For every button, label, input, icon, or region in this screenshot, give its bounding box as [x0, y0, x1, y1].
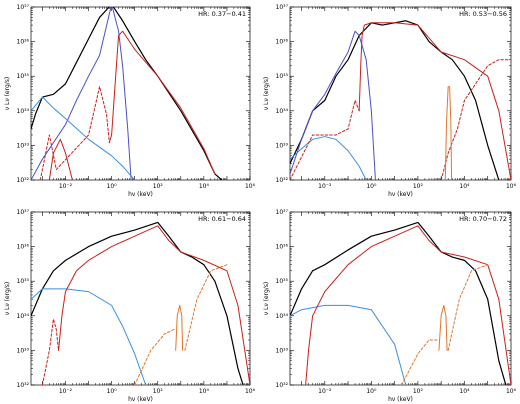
plot-frame: [289, 211, 512, 386]
y-tick-label: 10³²: [17, 177, 30, 184]
x-tick-label: 10⁻²: [59, 183, 73, 190]
series-group: [290, 20, 511, 180]
y-tick-label: 10³⁷: [17, 4, 30, 11]
plot-frame: [30, 6, 251, 181]
series-line-5: [290, 99, 360, 180]
x-axis-label: hν (keV): [128, 396, 153, 403]
x-tick-label: 10⁰: [107, 388, 118, 395]
series-line-3: [290, 136, 367, 180]
x-tick-label: 10⁶: [506, 183, 517, 190]
x-tick-label: 10⁰: [107, 183, 118, 190]
plot-frame: [30, 211, 251, 386]
series-line-2: [31, 7, 132, 180]
series-line-4: [41, 318, 60, 385]
x-tick-label: 10⁴: [199, 388, 210, 395]
x-tick-label: 10⁴: [459, 183, 470, 190]
series-line-3: [305, 225, 511, 385]
series-line-6: [447, 264, 489, 351]
y-tick-label: 10³⁴: [276, 108, 289, 115]
x-tick-label: 10⁻²: [59, 388, 73, 395]
y-tick-label: 10³⁵: [17, 278, 30, 285]
y-tick-label: 10³²: [276, 382, 289, 389]
x-axis-label: hν (keV): [388, 396, 413, 403]
chart-panel-3: 10⁻² 10⁰ 10² 10⁴ 10⁶ 10³² 10³³ 10³⁴ 10³⁵ 10³⁶ 10³⁷…: [4, 209, 256, 403]
x-tick-label: 10⁶: [245, 388, 256, 395]
y-tick-label: 10³⁶: [276, 244, 289, 251]
series-line-4: [438, 304, 448, 351]
y-tick-label: 10³⁴: [17, 108, 30, 115]
x-tick-label: 10⁶: [506, 388, 517, 395]
series-line-5: [108, 30, 216, 175]
series-line-1: [290, 221, 507, 385]
x-tick-label: 10⁴: [199, 183, 210, 190]
series-line-4: [48, 138, 73, 180]
series-line-1: [31, 221, 244, 385]
x-tick-label: 10²: [153, 183, 164, 190]
y-tick-label: 10³⁷: [276, 4, 289, 11]
series-line-2: [290, 30, 376, 180]
series-line-1: [31, 7, 223, 180]
series-group: [31, 221, 250, 385]
y-tick-label: 10³⁶: [276, 39, 289, 46]
y-tick-label: 10³⁴: [276, 313, 289, 320]
x-tick-label: 10⁴: [459, 388, 470, 395]
chart-panel-1: 10⁻² 10⁰ 10² 10⁴ 10⁶ 10³² 10³³ 10³⁴ 10³⁵ 10³⁶ 10³⁷…: [4, 4, 256, 198]
series-line-1: [290, 20, 500, 180]
series-line-7: [184, 264, 228, 351]
x-tick-label: 10⁻²: [318, 183, 332, 190]
series-line-6: [134, 329, 175, 385]
y-tick-label: 10³³: [17, 347, 30, 354]
y-tick-label: 10³⁵: [276, 278, 289, 285]
x-tick-label: 10²: [413, 183, 424, 190]
y-tick-label: 10³²: [276, 177, 289, 184]
x-tick-label: 10⁶: [245, 183, 256, 190]
chart-panel-2: 10⁻² 10⁰ 10² 10⁴ 10⁶ 10³² 10³³ 10³⁴ 10³⁵ 10³⁶ 10³⁷…: [263, 4, 517, 198]
y-axis-label: ν Lν (erg/s): [263, 77, 270, 111]
y-tick-label: 10³⁴: [17, 313, 30, 320]
x-tick-label: 10⁰: [366, 388, 377, 395]
chart-panel-4: 10⁻² 10⁰ 10² 10⁴ 10⁶ 10³² 10³³ 10³⁴ 10³⁵ 10³⁶ 10³⁷…: [263, 209, 517, 403]
plot-frame: [289, 6, 512, 181]
y-axis-label: ν Lν (erg/s): [4, 282, 11, 316]
y-tick-label: 10³⁵: [17, 73, 30, 80]
x-tick-label: 10²: [413, 388, 424, 395]
hr-annotation: HR: 0.70−0.72: [459, 215, 507, 223]
hr-annotation: HR: 0.61−0.64: [198, 215, 246, 223]
y-tick-label: 10³⁶: [17, 244, 30, 251]
hr-annotation: HR: 0.37−0.41: [198, 10, 246, 18]
series-line-2: [290, 304, 407, 385]
y-axis-label: ν Lν (erg/s): [4, 77, 11, 111]
y-tick-label: 10³³: [17, 142, 30, 149]
series-line-7: [444, 86, 453, 180]
series-line-3: [31, 96, 136, 180]
y-tick-label: 10³³: [276, 142, 289, 149]
y-tick-label: 10³³: [276, 347, 289, 354]
x-axis-label: hν (keV): [128, 191, 153, 198]
series-line-6: [440, 59, 511, 180]
hr-annotation: HR: 0.53−0.56: [459, 10, 507, 18]
x-tick-label: 10⁻²: [318, 388, 332, 395]
x-axis-label: hν (keV): [388, 191, 413, 198]
series-line-4: [358, 22, 511, 180]
series-group: [290, 221, 511, 385]
y-tick-label: 10³⁷: [17, 209, 30, 216]
series-group: [31, 7, 223, 180]
series-line-2: [31, 288, 147, 385]
x-tick-label: 10²: [153, 388, 164, 395]
y-tick-label: 10³⁵: [276, 73, 289, 80]
y-tick-label: 10³²: [17, 382, 30, 389]
series-line-5: [401, 339, 439, 385]
y-axis-label: ν Lν (erg/s): [263, 282, 270, 316]
y-tick-label: 10³⁶: [17, 39, 30, 46]
y-tick-label: 10³⁷: [276, 209, 289, 216]
x-tick-label: 10⁰: [366, 183, 377, 190]
series-line-3: [58, 225, 250, 385]
series-line-6: [39, 86, 110, 180]
series-line-5: [175, 304, 184, 351]
